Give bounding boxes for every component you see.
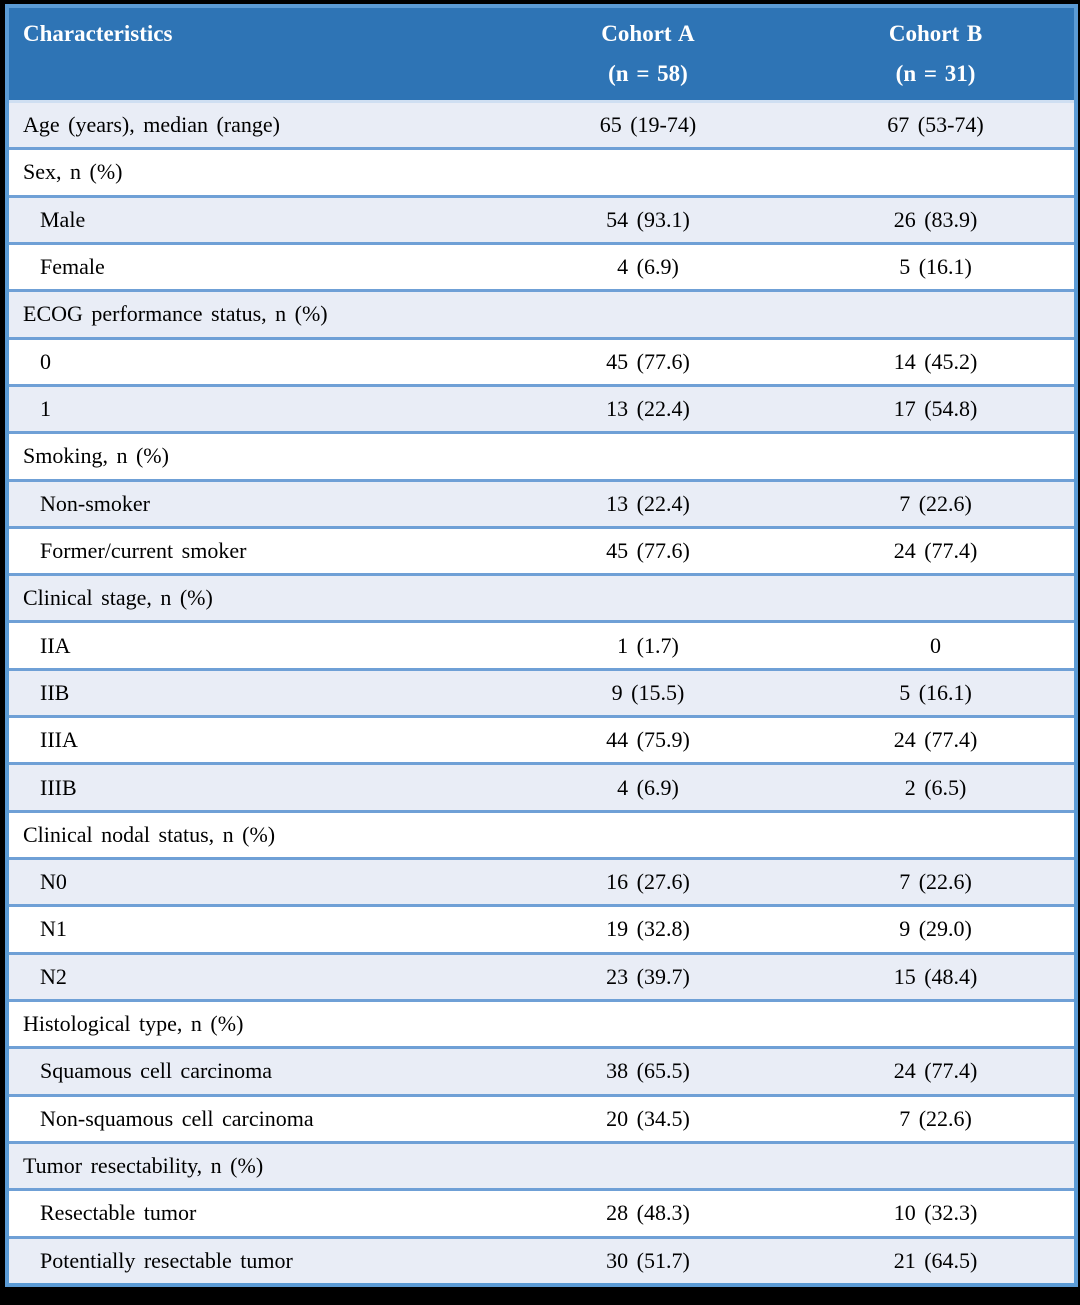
cohort-b-value: 14 (45.2): [893, 348, 978, 374]
cohort-a-value: 13 (22.4): [606, 396, 690, 422]
cohort-b-value: 5 (16.1): [899, 679, 972, 705]
table-row: Resectable tumor 28 (48.3) 10 (32.3): [9, 1188, 1074, 1236]
cohort-a-value: 4 (6.9): [617, 774, 679, 800]
row-label: Former/current smoker: [40, 537, 247, 563]
table-row: Clinical nodal status, n (%): [9, 809, 1074, 857]
cohort-a-value: 45 (77.6): [606, 348, 690, 374]
table-row: Clinical stage, n (%): [9, 573, 1074, 621]
cohort-b-value: 0: [930, 632, 942, 658]
row-label: IIB: [40, 679, 70, 705]
cohort-b-value: 17 (54.8): [893, 396, 978, 422]
table-row: Sex, n (%): [9, 147, 1074, 195]
cohort-a-value: 23 (39.7): [606, 963, 690, 989]
row-label: N2: [40, 963, 67, 989]
row-label: Male: [40, 206, 86, 232]
row-label: N1: [40, 916, 67, 942]
cohort-b-value: 26 (83.9): [893, 206, 978, 232]
row-label: Female: [40, 254, 105, 280]
table-row: IIIA 44 (75.9) 24 (77.4): [9, 715, 1074, 763]
header-cohort-b-n: (n = 31): [895, 61, 976, 86]
cohort-a-value: 20 (34.5): [606, 1105, 690, 1131]
row-label: IIA: [40, 632, 71, 658]
table-row: Male 54 (93.1) 26 (83.9): [9, 194, 1074, 242]
table-row: Non-smoker 13 (22.4) 7 (22.6): [9, 478, 1074, 526]
table-row: N2 23 (39.7) 15 (48.4): [9, 951, 1074, 999]
header-cohort-a: Cohort A (n = 58): [499, 8, 797, 100]
cohort-b-value: 10 (32.3): [893, 1200, 978, 1226]
cohort-a-value: 44 (75.9): [606, 727, 690, 753]
cohort-b-value: 5 (16.1): [899, 254, 972, 280]
header-cohort-a-name: Cohort A: [601, 21, 695, 46]
cohort-b-value: 7 (22.6): [899, 869, 972, 895]
row-label: Tumor resectability, n (%): [23, 1153, 264, 1179]
cohort-a-value: 13 (22.4): [606, 490, 690, 516]
table-row: Age (years), median (range) 65 (19-74) 6…: [9, 103, 1074, 148]
row-label: 1: [40, 396, 51, 422]
table-row: IIIB 4 (6.9) 2 (6.5): [9, 762, 1074, 810]
table-row: 0 45 (77.6) 14 (45.2): [9, 336, 1074, 384]
table-row: 1 13 (22.4) 17 (54.8): [9, 383, 1074, 432]
cohort-a-value: 65 (19-74): [599, 112, 697, 138]
cohort-b-value: 2 (6.5): [904, 774, 967, 800]
patient-characteristics-table: Characteristics Cohort A (n = 58) Cohort…: [5, 4, 1078, 1287]
table-body: Age (years), median (range) 65 (19-74) 6…: [9, 103, 1074, 1283]
row-label: N0: [40, 869, 67, 895]
row-label: Smoking, n (%): [23, 443, 169, 469]
row-label: Non-smoker: [40, 490, 150, 516]
cohort-a-value: 9 (15.5): [611, 679, 685, 705]
table-row: Female 4 (6.9) 5 (16.1): [9, 241, 1074, 290]
row-label: IIIA: [40, 727, 78, 753]
cohort-a-value: 30 (51.7): [606, 1247, 690, 1273]
table-row: Smoking, n (%): [9, 431, 1074, 479]
table-row: IIB 9 (15.5) 5 (16.1): [9, 667, 1074, 716]
cohort-b-value: 9 (29.0): [899, 916, 972, 942]
table-row: Tumor resectability, n (%): [9, 1140, 1074, 1189]
table-row: Non-squamous cell carcinoma 20 (34.5) 7 …: [9, 1093, 1074, 1141]
table-row: N0 16 (27.6) 7 (22.6): [9, 857, 1074, 905]
cohort-a-value: 16 (27.6): [606, 869, 690, 895]
cohort-b-value: 24 (77.4): [893, 537, 978, 563]
table-row: N1 19 (32.8) 9 (29.0): [9, 904, 1074, 952]
cohort-b-value: 7 (22.6): [899, 490, 972, 516]
row-label: Resectable tumor: [40, 1200, 197, 1226]
cohort-b-value: 21 (64.5): [893, 1247, 978, 1273]
table-row: Squamous cell carcinoma 38 (65.5) 24 (77…: [9, 1046, 1074, 1094]
cohort-b-value: 24 (77.4): [893, 1058, 978, 1084]
row-label: Potentially resectable tumor: [40, 1247, 293, 1273]
table-row: Potentially resectable tumor 30 (51.7) 2…: [9, 1235, 1074, 1283]
cohort-b-value: 15 (48.4): [893, 963, 978, 989]
table-row: Histological type, n (%): [9, 998, 1074, 1047]
table-header-row: Characteristics Cohort A (n = 58) Cohort…: [9, 8, 1074, 103]
table-row: Former/current smoker 45 (77.6) 24 (77.4…: [9, 525, 1074, 574]
cohort-a-value: 19 (32.8): [606, 916, 690, 942]
row-label: ECOG performance status, n (%): [23, 301, 328, 327]
cohort-b-value: 67 (53-74): [887, 112, 984, 138]
row-label: Non-squamous cell carcinoma: [40, 1105, 314, 1131]
cohort-a-value: 1 (1.7): [617, 632, 679, 658]
row-label: Clinical stage, n (%): [23, 585, 213, 611]
row-label: IIIB: [40, 774, 77, 800]
table-row: ECOG performance status, n (%): [9, 289, 1074, 337]
cohort-a-value: 54 (93.1): [606, 206, 690, 232]
row-label: Squamous cell carcinoma: [40, 1058, 273, 1084]
cohort-b-value: 7 (22.6): [899, 1105, 972, 1131]
row-label: Age (years), median (range): [23, 112, 280, 138]
table-row: IIA 1 (1.7) 0: [9, 620, 1074, 668]
row-label: Sex, n (%): [23, 159, 123, 185]
header-cohort-b: Cohort B (n = 31): [797, 8, 1074, 100]
header-characteristics: Characteristics: [23, 21, 173, 46]
cohort-a-value: 38 (65.5): [606, 1058, 690, 1084]
cohort-a-value: 28 (48.3): [606, 1200, 690, 1226]
cohort-b-value: 24 (77.4): [893, 727, 978, 753]
header-cohort-b-name: Cohort B: [888, 21, 983, 46]
cohort-a-value: 4 (6.9): [617, 254, 679, 280]
row-label: 0: [40, 348, 51, 374]
cohort-a-value: 45 (77.6): [606, 537, 690, 563]
row-label: Clinical nodal status, n (%): [23, 821, 276, 847]
header-cohort-a-n: (n = 58): [608, 61, 688, 86]
row-label: Histological type, n (%): [23, 1011, 244, 1037]
